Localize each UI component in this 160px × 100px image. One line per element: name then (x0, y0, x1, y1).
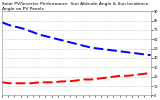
Text: Solar PV/Inverter Performance  Sun Altitude Angle & Sun Incidence Angle on PV Pa: Solar PV/Inverter Performance Sun Altitu… (2, 2, 148, 11)
